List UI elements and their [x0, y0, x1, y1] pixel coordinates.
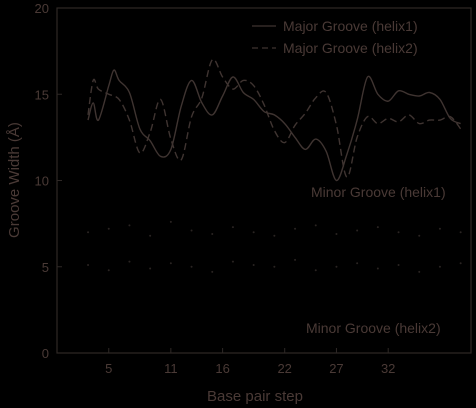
series-minor-groove-2 [87, 258, 462, 273]
x-axis-title: Base pair step [207, 388, 303, 405]
data-point [252, 231, 255, 234]
x-tick-label: 11 [164, 361, 178, 376]
data-point [314, 224, 317, 227]
annotation-minor-helix2: Minor Groove (helix2) [306, 320, 441, 336]
data-point [418, 234, 421, 237]
data-point [190, 229, 193, 232]
y-tick-label: 15 [35, 87, 49, 102]
data-point [149, 267, 152, 270]
data-point [190, 265, 193, 268]
x-tick-label: 5 [105, 361, 112, 376]
data-point [397, 231, 400, 234]
data-point [376, 267, 379, 270]
x-tick-label: 27 [329, 361, 343, 376]
data-point [273, 265, 276, 268]
data-point [294, 258, 297, 261]
data-point [149, 234, 152, 237]
data-point [314, 269, 317, 272]
data-point [231, 260, 234, 263]
data-point [169, 262, 172, 265]
legend-label-major-helix1: Major Groove (helix1) [283, 18, 418, 34]
x-tick-label: 32 [381, 361, 395, 376]
data-point [128, 260, 131, 263]
data-point [211, 270, 214, 273]
data-point [169, 220, 172, 223]
data-point [273, 234, 276, 237]
data-point [438, 227, 441, 230]
data-point [335, 265, 338, 268]
series-minor-groove-1 [87, 220, 462, 237]
series-layer [87, 58, 462, 273]
data-point [459, 231, 462, 234]
data-point [231, 226, 234, 229]
data-point [128, 224, 131, 227]
data-point [252, 264, 255, 267]
annotation-minor-helix1: Minor Groove (helix1) [311, 184, 446, 200]
x-axis-ticks: 5 11 16 22 27 32 [105, 348, 395, 376]
legend-label-major-helix2: Major Groove (helix2) [283, 40, 418, 56]
legend: Major Groove (helix1) Major Groove (heli… [252, 18, 418, 56]
x-tick-label: 16 [215, 361, 229, 376]
series-line-major-helix1 [87, 69, 461, 182]
data-point [418, 270, 421, 273]
data-point [87, 264, 90, 267]
data-point [294, 227, 297, 230]
data-point [107, 227, 110, 230]
y-axis-title: Groove Width (Å) [6, 122, 23, 238]
data-point [459, 262, 462, 265]
data-point [376, 226, 379, 229]
data-point [356, 229, 359, 232]
data-point [87, 231, 90, 234]
data-point [397, 264, 400, 267]
data-point [356, 262, 359, 265]
data-point [438, 265, 441, 268]
x-tick-label: 22 [277, 361, 291, 376]
y-tick-label: 20 [35, 1, 49, 16]
y-axis-ticks: 0 5 10 15 20 [35, 1, 62, 361]
y-tick-label: 10 [35, 174, 49, 189]
y-tick-label: 0 [42, 346, 49, 361]
data-point [107, 269, 110, 272]
y-tick-label: 5 [42, 260, 49, 275]
data-point [211, 232, 214, 235]
data-point [335, 232, 338, 235]
